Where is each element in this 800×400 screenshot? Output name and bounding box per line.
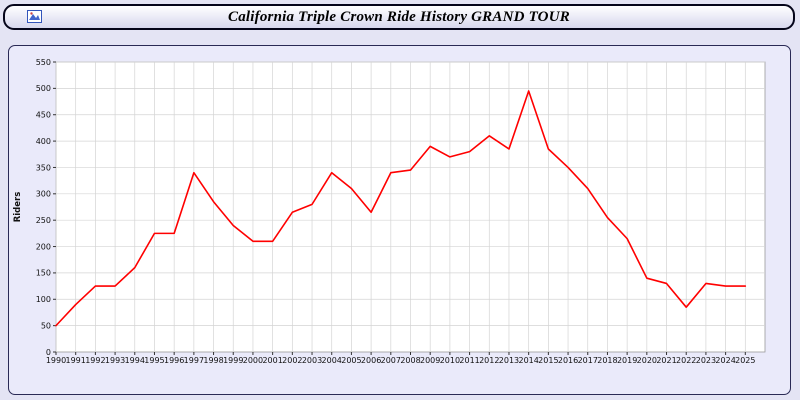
- x-tick-label: 2021: [656, 356, 676, 365]
- x-tick-label: 2010: [440, 356, 460, 365]
- page-title: California Triple Crown Ride History GRA…: [228, 8, 570, 25]
- x-tick-label: 2015: [538, 356, 558, 365]
- x-tick-label: 1993: [105, 356, 125, 365]
- x-tick-label: 1997: [184, 356, 204, 365]
- y-tick-label: 100: [36, 295, 51, 304]
- x-tick-label: 2008: [400, 356, 420, 365]
- x-tick-label: 2011: [459, 356, 479, 365]
- y-tick-label: 0: [46, 348, 51, 357]
- x-tick-label: 2007: [381, 356, 401, 365]
- x-tick-label: 2019: [617, 356, 637, 365]
- x-tick-label: 2009: [420, 356, 440, 365]
- y-tick-label: 150: [36, 269, 51, 278]
- title-bar: California Triple Crown Ride History GRA…: [3, 4, 795, 30]
- x-tick-label: 2013: [499, 356, 519, 365]
- y-tick-label: 50: [41, 321, 51, 330]
- x-tick-label: 2020: [637, 356, 657, 365]
- y-axis-label: Riders: [13, 192, 23, 223]
- x-tick-label: 1994: [125, 356, 145, 365]
- x-tick-label: 1996: [164, 356, 184, 365]
- x-tick-label: 2014: [518, 356, 538, 365]
- y-tick-label: 400: [36, 137, 51, 146]
- ride-history-line-chart: 1990 1991 1992 1993 1994 1995 1996 1997 1998 1999…: [13, 58, 766, 365]
- x-tick-label: 2005: [341, 356, 361, 365]
- chart-panel: 1990 1991 1992 1993 1994 1995 1996 1997 1998 1999…: [8, 45, 791, 395]
- x-tick-label: 2003: [302, 356, 322, 365]
- x-tick-label: 1998: [203, 356, 223, 365]
- y-tick-label: 350: [36, 163, 51, 172]
- y-tick-label: 300: [36, 190, 51, 199]
- x-tick-label: 1990: [46, 356, 66, 365]
- chart-thumbnail-icon: [27, 9, 42, 24]
- x-tick-label: 2006: [361, 356, 381, 365]
- x-tick-label: 1995: [144, 356, 164, 365]
- x-tick-label: 2023: [696, 356, 716, 365]
- x-tick-label: 2000: [243, 356, 263, 365]
- y-tick-label: 200: [36, 242, 51, 251]
- x-tick-label: 2024: [715, 356, 735, 365]
- y-tick-label: 450: [36, 111, 51, 120]
- x-tick-label: 1999: [223, 356, 243, 365]
- x-tick-label: 2004: [322, 356, 342, 365]
- x-tick-label: 1992: [85, 356, 105, 365]
- x-tick-label: 2022: [676, 356, 696, 365]
- x-tick-label: 2001: [262, 356, 282, 365]
- x-tick-label: 2018: [597, 356, 617, 365]
- y-tick-label: 550: [36, 58, 51, 67]
- x-tick-label: 2012: [479, 356, 499, 365]
- x-tick-label: 2025: [735, 356, 755, 365]
- chart-line: [55, 90, 747, 327]
- y-tick-label: 500: [36, 84, 51, 93]
- x-tick-label: 1991: [66, 356, 86, 365]
- x-tick-label: 2017: [578, 356, 598, 365]
- x-tick-label: 2016: [558, 356, 578, 365]
- y-tick-label: 250: [36, 216, 51, 225]
- x-tick-label: 2002: [282, 356, 302, 365]
